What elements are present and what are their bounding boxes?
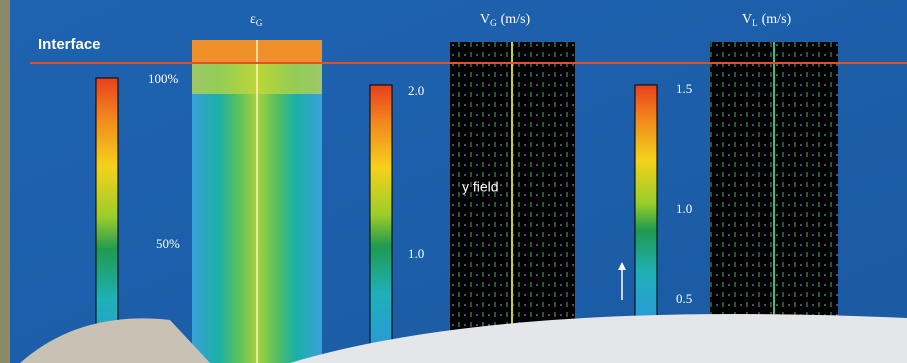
subscript: G <box>490 18 497 28</box>
figure: Interface εG VG(m/s) VL(m/s) 100% 50% 2.… <box>0 0 907 363</box>
colorbar-label: 1.5 <box>676 81 692 96</box>
unit: (m/s) <box>762 12 792 27</box>
colorbar-label: 1.0 <box>676 201 692 216</box>
colorbar-label: 1.0 <box>408 246 424 261</box>
panel-title: VL (m/s) <box>742 12 792 28</box>
colorbar <box>370 85 392 345</box>
interface-label: Interface <box>38 36 101 53</box>
subscript: L <box>752 18 758 28</box>
panel-title: VG (m/s) <box>480 12 531 28</box>
colorbar-label: 2.0 <box>408 83 424 98</box>
colorbar-label: 50% <box>156 236 180 251</box>
colorbar-label: 0.5 <box>676 291 692 306</box>
colorbar <box>96 78 118 355</box>
unit: (m/s) <box>501 12 531 27</box>
symbol: V <box>742 12 752 27</box>
symbol: V <box>480 12 490 27</box>
colorbar <box>635 85 657 320</box>
subscript: G <box>256 18 263 28</box>
colorbar-label: 100% <box>148 71 179 86</box>
left-strip <box>0 0 10 363</box>
annotation: y field <box>462 179 499 195</box>
page: {"header": {"interface_label": "Interfac… <box>0 0 907 363</box>
